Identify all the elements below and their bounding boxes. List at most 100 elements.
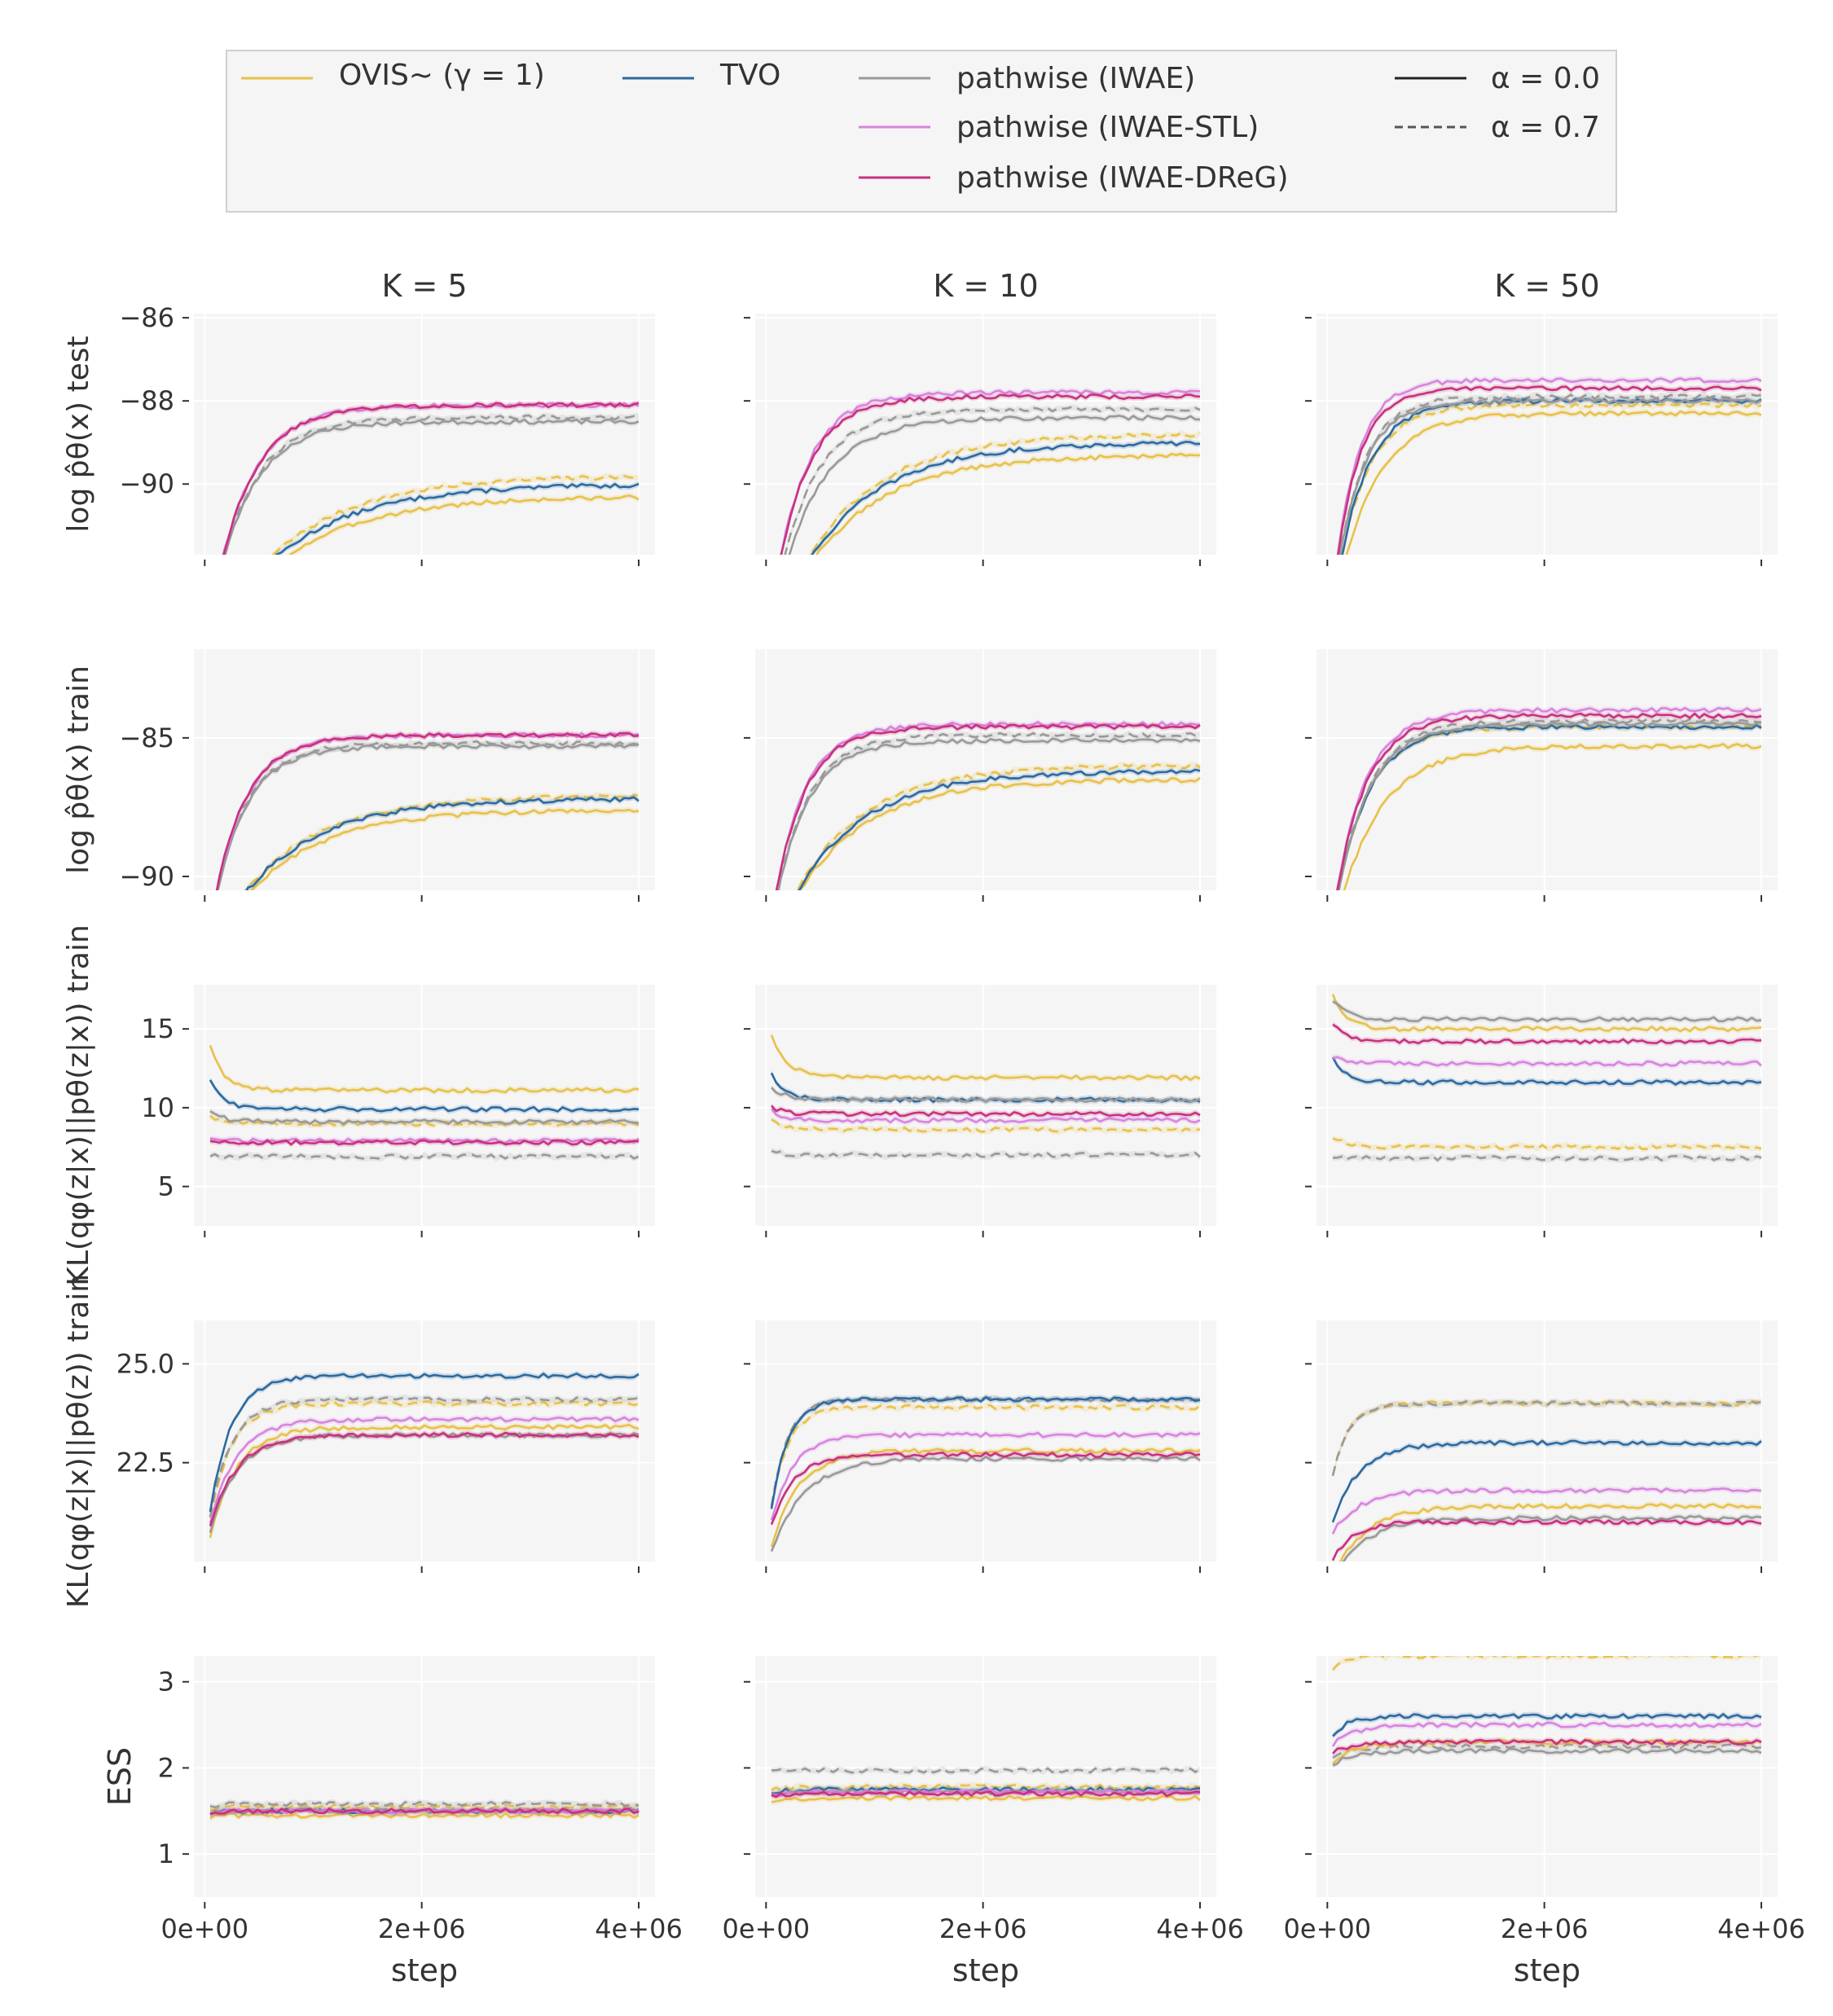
line-iwae-solid <box>1338 397 1762 555</box>
y-tick-label: 22.5 <box>116 1447 174 1478</box>
panel-series <box>770 1032 1201 1161</box>
legend-item-alpha0: α = 0.0 <box>1395 62 1600 95</box>
band-ovis-dashed <box>1332 1656 1762 1673</box>
line-iwae-dashed <box>209 1396 640 1517</box>
band-stl-solid <box>209 1806 640 1817</box>
x-tick-label: 4e+06 <box>595 1913 683 1944</box>
x-tick-label: 0e+00 <box>161 1913 249 1944</box>
band-stl-solid <box>771 1105 1201 1126</box>
line-dreg-solid <box>770 1452 1201 1526</box>
panel-r1-c0: −85 −90 <box>119 649 655 902</box>
line-ovis-solid <box>209 1424 640 1539</box>
band-ovis-dashed <box>771 1402 1201 1512</box>
band-tvo-solid <box>1332 1711 1762 1740</box>
panel-series <box>1331 1398 1762 1561</box>
band-iwae-solid <box>209 1806 640 1817</box>
line-ovis-solid <box>209 1045 640 1094</box>
legend-label-iwae: pathwise (IWAE) <box>956 62 1195 95</box>
line-ovis-dashed <box>796 763 1201 890</box>
line-iwae-solid <box>1332 1000 1762 1023</box>
line-ovis-dashed <box>209 1803 640 1812</box>
line-tvo-solid <box>245 796 640 890</box>
line-ovis-solid <box>798 776 1201 890</box>
band-ovis-solid <box>1332 1737 1762 1767</box>
line-ovis-solid <box>209 1812 640 1820</box>
line-dreg-solid <box>222 402 640 555</box>
line-iwae-solid <box>209 1110 640 1126</box>
y-tick-label: 2 <box>158 1752 174 1783</box>
x-tick-label: 4e+06 <box>1717 1913 1805 1944</box>
panel-bg <box>1317 1656 1778 1897</box>
line-iwae-dashed <box>1332 1743 1762 1759</box>
line-stl-solid <box>770 1431 1201 1521</box>
panels: −86 −88 −90 −85 −90 5 10 15 22.5 25.0 0e+00 2e+06 4e… <box>116 302 1805 1944</box>
line-tvo-solid <box>275 482 640 555</box>
band-iwae-dashed <box>771 1765 1201 1776</box>
line-ovis-dashed <box>808 432 1201 555</box>
band-tvo-solid <box>771 1069 1201 1105</box>
line-iwae-dashed <box>209 1800 640 1808</box>
x-tick-label: 0e+00 <box>723 1913 811 1944</box>
legend-item-stl: pathwise (IWAE-STL) <box>859 111 1259 144</box>
line-ovis-solid <box>1331 994 1762 1033</box>
panel-series <box>209 1370 640 1541</box>
panel-r4-c0: 0e+00 2e+06 4e+06 1 2 3 <box>158 1656 683 1944</box>
band-dreg-solid <box>209 1806 640 1817</box>
line-ovis-dashed <box>209 1400 640 1518</box>
panel-bg <box>755 1656 1216 1897</box>
panel-series <box>780 387 1201 555</box>
line-dreg-solid <box>215 731 640 890</box>
panel-r2-c2 <box>1305 985 1778 1237</box>
band-dreg-solid <box>209 1137 640 1148</box>
line-dreg-solid <box>1332 1738 1762 1755</box>
panel-bg <box>755 1320 1216 1561</box>
line-stl-solid <box>780 389 1201 555</box>
line-ovis-dashed <box>271 475 640 555</box>
line-stl-solid <box>1331 1721 1762 1747</box>
legend-label-stl: pathwise (IWAE-STL) <box>956 111 1259 144</box>
y-tick-label: 1 <box>158 1838 174 1869</box>
line-tvo-solid <box>811 441 1201 555</box>
panel-bg <box>755 314 1216 555</box>
line-iwae-dashed <box>1338 718 1762 890</box>
line-ovis-dashed <box>244 793 640 890</box>
band-tvo-solid <box>1332 1438 1762 1526</box>
y-tick-label: −90 <box>119 861 174 892</box>
line-dreg-solid <box>1332 1023 1762 1045</box>
y-tick-label: −88 <box>119 385 174 416</box>
legend-label-alpha0: α = 0.0 <box>1491 62 1600 95</box>
line-ovis-solid <box>771 1794 1201 1803</box>
panel-bg <box>194 1320 655 1561</box>
panel-r0-c0: −86 −88 −90 <box>119 302 655 566</box>
line-ovis-dashed <box>1332 1656 1760 1671</box>
line-stl-solid <box>1336 706 1762 890</box>
panel-r0-c2 <box>1305 314 1778 566</box>
line-iwae-dashed <box>776 731 1201 890</box>
line-stl-solid <box>770 1108 1201 1124</box>
line-iwae-solid <box>1332 1747 1762 1767</box>
band-stl-solid <box>1332 1720 1762 1750</box>
line-tvo-solid <box>1331 1056 1762 1086</box>
line-dreg-solid <box>1336 712 1762 890</box>
line-iwae-solid <box>224 418 640 555</box>
band-iwae-dashed <box>209 1799 640 1811</box>
line-dreg-solid <box>771 1105 1201 1118</box>
line-iwae-dashed <box>216 740 640 890</box>
y-tick-label: 15 <box>141 1013 174 1044</box>
legend-label-tvo: TVO <box>719 59 780 92</box>
panel-r2-c0: 5 10 15 <box>141 985 655 1237</box>
line-tvo-solid <box>1332 1713 1762 1737</box>
legend-label-dreg: pathwise (IWAE-DReG) <box>956 161 1289 195</box>
panel-series <box>1331 991 1762 1163</box>
line-dreg-solid <box>209 1431 640 1527</box>
line-ovis-solid <box>770 1034 1201 1081</box>
panel-series <box>1336 705 1762 890</box>
legend-label-alpha07: α = 0.7 <box>1491 111 1600 144</box>
panel-series <box>771 1765 1201 1805</box>
band-stl-solid <box>1332 1485 1762 1537</box>
panel-series <box>215 730 640 890</box>
x-tick-label: 2e+06 <box>939 1913 1027 1944</box>
line-dreg-solid <box>1337 384 1762 555</box>
line-stl-solid <box>1332 1056 1762 1067</box>
